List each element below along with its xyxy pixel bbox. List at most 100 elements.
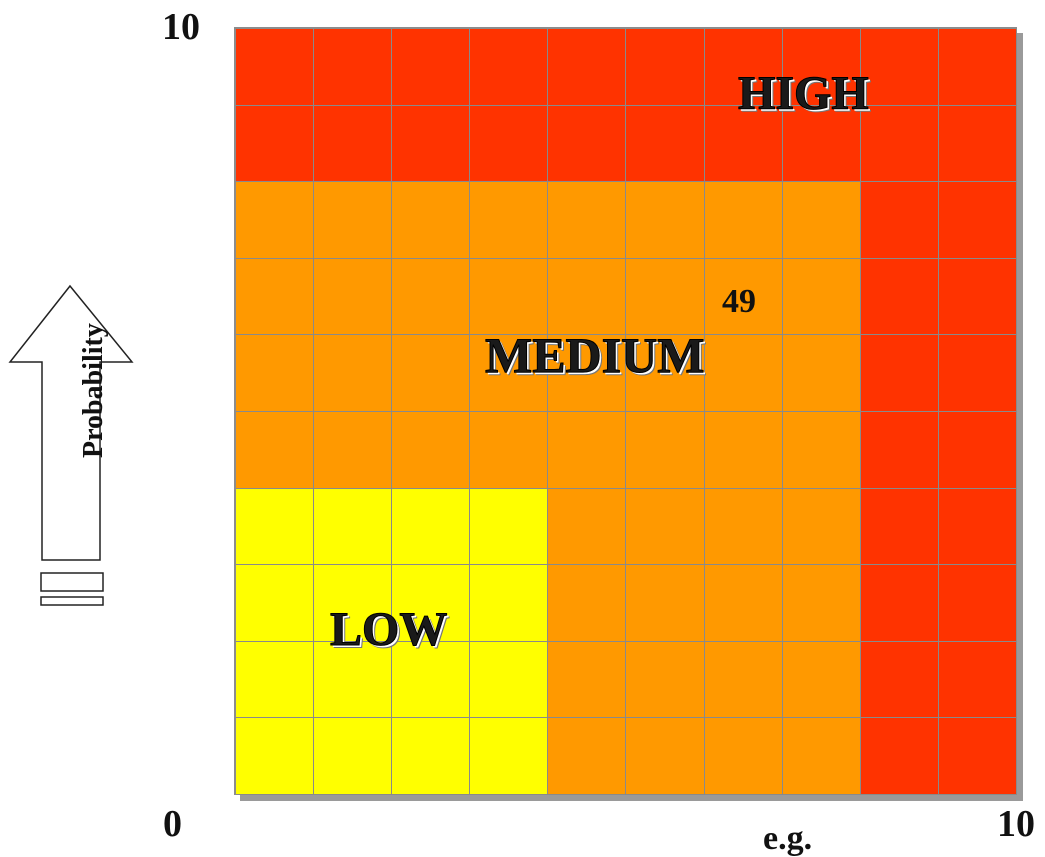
matrix-cell-medium	[704, 565, 783, 642]
matrix-cell-low	[236, 565, 315, 642]
matrix-cell-high	[236, 29, 315, 106]
matrix-cell-low	[314, 718, 393, 795]
matrix-cell-high	[860, 565, 939, 642]
matrix-cell-low	[470, 488, 549, 566]
matrix-cell-high	[938, 411, 1017, 489]
matrix-cell-high	[236, 105, 315, 183]
matrix-cell-medium	[626, 182, 705, 259]
matrix-cell-high	[548, 105, 627, 183]
zone-label-high: HIGH	[738, 67, 870, 120]
matrix-cell-high	[938, 258, 1017, 336]
matrix-cell-low	[392, 641, 471, 719]
matrix-cell-high	[626, 29, 705, 106]
matrix-cell-high	[938, 718, 1017, 795]
zone-label-medium: MEDIUM	[484, 327, 705, 383]
matrix-cell-high	[860, 258, 939, 336]
zone-label-low: LOW	[329, 603, 448, 656]
matrix-cell-low	[392, 718, 471, 795]
matrix-cell-medium	[626, 258, 705, 336]
matrix-cell-medium	[236, 335, 315, 412]
matrix-cell-high	[938, 29, 1017, 106]
cell-value-annotation: 49	[722, 283, 756, 320]
matrix-cell-medium	[782, 182, 861, 259]
matrix-cell-high	[470, 105, 549, 183]
matrix-cell-high	[938, 182, 1017, 259]
matrix-cell-medium	[314, 258, 393, 336]
matrix-cell-high	[938, 105, 1017, 183]
matrix-cell-high	[860, 488, 939, 566]
matrix-cell-high	[860, 105, 939, 183]
probability-arrow-icon	[8, 284, 134, 561]
matrix-cell-medium	[626, 488, 705, 566]
arrow-tail-stubs	[40, 572, 104, 606]
matrix-cell-medium	[236, 258, 315, 336]
matrix-cell-high	[314, 105, 393, 183]
matrix-cell-medium	[704, 182, 783, 259]
matrix-cell-low	[392, 488, 471, 566]
matrix-cell-medium	[782, 718, 861, 795]
matrix-cell-low	[392, 565, 471, 642]
matrix-cell-high	[860, 182, 939, 259]
matrix-cell-medium	[392, 182, 471, 259]
matrix-cell-high	[314, 29, 393, 106]
matrix-cell-medium	[548, 641, 627, 719]
matrix-cell-high	[704, 29, 783, 106]
matrix-cell-medium	[470, 411, 549, 489]
matrix-cell-high	[860, 335, 939, 412]
x-axis-label: e.g.	[763, 820, 813, 857]
matrix-cell-medium	[392, 335, 471, 412]
matrix-cell-medium	[704, 411, 783, 489]
matrix-cell-medium	[782, 411, 861, 489]
matrix-cell-medium	[548, 411, 627, 489]
matrix-cell-medium	[548, 565, 627, 642]
matrix-cell-medium	[470, 258, 549, 336]
matrix-cell-medium	[782, 258, 861, 336]
matrix-cell-low	[470, 641, 549, 719]
matrix-cell-high	[392, 29, 471, 106]
matrix-cell-medium	[704, 718, 783, 795]
matrix-cell-medium	[626, 335, 705, 412]
matrix-cell-medium	[704, 335, 783, 412]
matrix-cell-high	[860, 411, 939, 489]
matrix-cell-medium	[548, 182, 627, 259]
matrix-cell-medium	[704, 258, 783, 336]
matrix-cell-high	[938, 641, 1017, 719]
matrix-cell-medium	[626, 718, 705, 795]
matrix-cell-medium	[704, 488, 783, 566]
matrix-cell-high	[782, 105, 861, 183]
matrix-cell-high	[938, 488, 1017, 566]
matrix-cell-low	[470, 565, 549, 642]
risk-matrix-grid	[234, 27, 1017, 795]
matrix-cell-medium	[392, 258, 471, 336]
matrix-cell-medium	[314, 335, 393, 412]
matrix-cell-medium	[782, 641, 861, 719]
x-axis-max-label: 10	[997, 803, 1035, 845]
matrix-cell-high	[782, 29, 861, 106]
matrix-cell-low	[470, 718, 549, 795]
matrix-cell-medium	[236, 411, 315, 489]
matrix-cell-medium	[392, 411, 471, 489]
y-axis-label: Probability	[78, 323, 109, 458]
matrix-cell-high	[938, 565, 1017, 642]
matrix-cell-medium	[548, 488, 627, 566]
origin-label: 0	[163, 803, 182, 845]
matrix-cell-medium	[548, 258, 627, 336]
matrix-cell-medium	[782, 565, 861, 642]
matrix-cell-medium	[236, 182, 315, 259]
matrix-cell-medium	[626, 641, 705, 719]
matrix-cell-medium	[548, 335, 627, 412]
matrix-cell-medium	[782, 335, 861, 412]
matrix-cell-high	[392, 105, 471, 183]
matrix-cell-low	[236, 641, 315, 719]
y-axis-max-label: 10	[162, 6, 200, 48]
matrix-cell-high	[470, 29, 549, 106]
matrix-cell-medium	[782, 488, 861, 566]
matrix-cell-low	[236, 718, 315, 795]
matrix-cell-high	[626, 105, 705, 183]
matrix-cell-low	[236, 488, 315, 566]
matrix-cell-medium	[470, 182, 549, 259]
matrix-cell-low	[314, 641, 393, 719]
matrix-cell-medium	[470, 335, 549, 412]
matrix-cell-high	[860, 718, 939, 795]
matrix-cell-medium	[314, 182, 393, 259]
